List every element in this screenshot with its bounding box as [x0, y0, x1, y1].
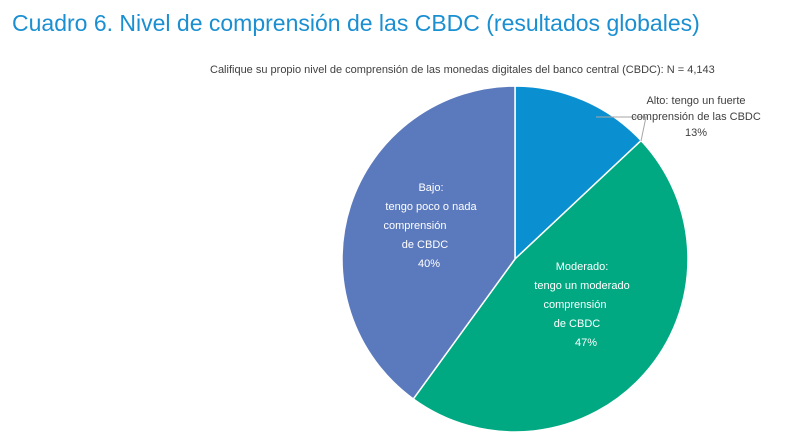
- slice-label-alto-line-1: Alto: tengo un fuerte: [646, 95, 745, 107]
- pie-slice-bajo: [341, 85, 516, 401]
- slice-label-alto-line-3: 13%: [685, 127, 707, 139]
- slice-label-bajo-line-2: tengo poco o nada: [385, 201, 477, 213]
- pie-slice-alto: [514, 85, 643, 261]
- chart-title: Cuadro 6. Nivel de comprensión de las CB…: [12, 10, 700, 36]
- slice-label-bajo-line-5: 40%: [418, 258, 440, 270]
- slice-label-bajo-line-1: Bajo:: [418, 182, 443, 194]
- leader-line-alto: [596, 116, 647, 142]
- slice-label-moderado-line-2: tengo un moderado: [534, 280, 629, 292]
- slice-label-moderado-line-4: de CBDC: [554, 318, 601, 330]
- slice-label-bajo-line-3: comprensión: [384, 220, 447, 232]
- slice-label-moderado-line-3: comprensión: [544, 299, 607, 311]
- slice-label-alto-line-2: comprensión de las CBDC: [631, 111, 761, 123]
- slice-label-moderado-line-1: Moderado:: [556, 261, 609, 273]
- slice-label-bajo-line-4: de CBDC: [402, 239, 449, 251]
- chart-subtitle: Califique su propio nivel de comprensión…: [210, 64, 715, 76]
- slice-label-moderado-line-5: 47%: [575, 337, 597, 349]
- pie-slice-moderado: [412, 139, 689, 433]
